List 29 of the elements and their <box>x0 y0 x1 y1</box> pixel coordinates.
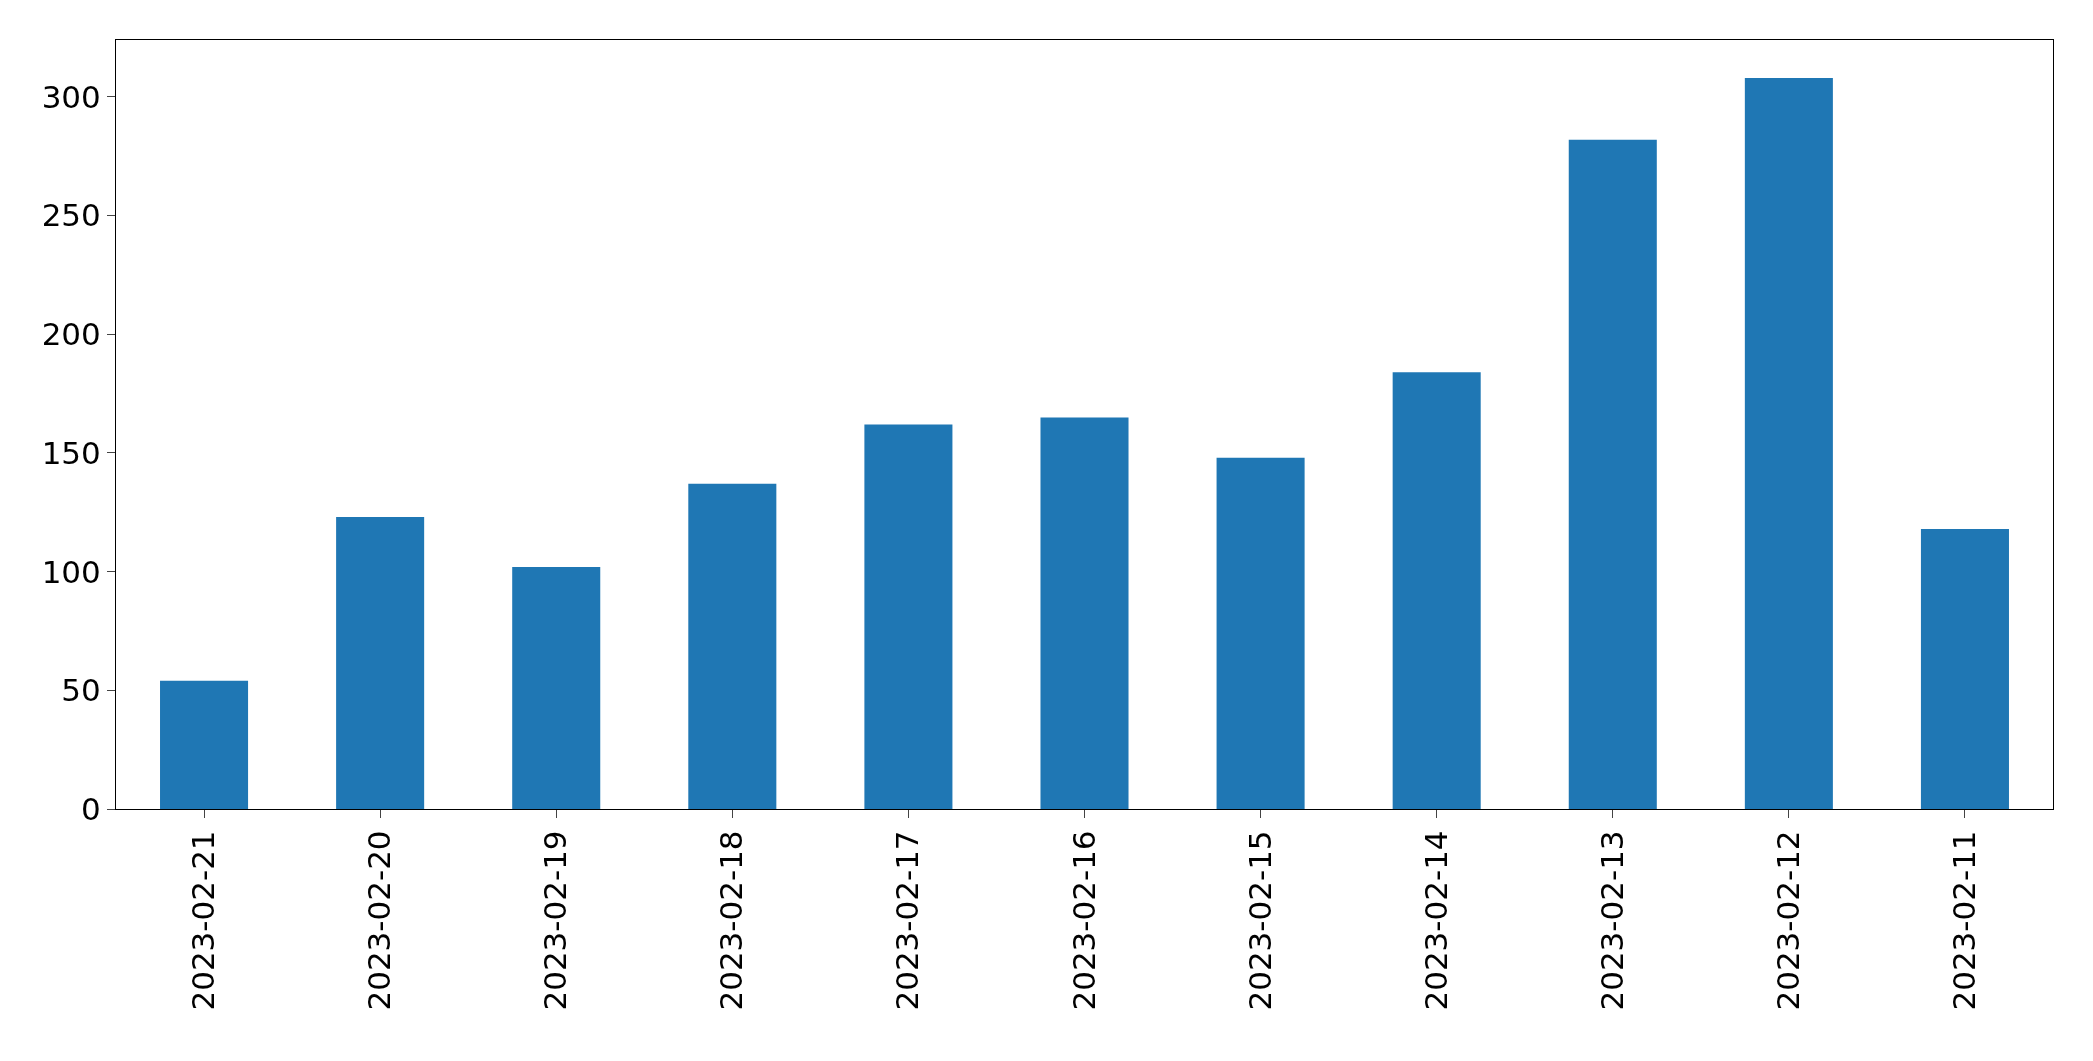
y-tick-label: 150 <box>41 434 101 471</box>
x-tick-label: 2023-02-19 <box>537 830 574 1011</box>
y-tick-label: 200 <box>41 316 101 353</box>
bar <box>1040 417 1129 809</box>
bar <box>864 424 953 809</box>
bar <box>1392 372 1481 809</box>
x-tick-label: 2023-02-15 <box>1241 830 1278 1011</box>
bar <box>336 517 425 809</box>
y-tick-label: 250 <box>41 197 101 234</box>
x-tick-label: 2023-02-12 <box>1769 830 1806 1011</box>
x-tick-label: 2023-02-17 <box>889 830 926 1011</box>
x-tick-label: 2023-02-21 <box>185 830 222 1011</box>
x-tick-label: 2023-02-18 <box>713 830 750 1011</box>
y-tick-label: 50 <box>61 672 101 709</box>
x-tick-label: 2023-02-13 <box>1593 830 1630 1011</box>
bar <box>512 566 601 809</box>
y-tick-label: 100 <box>41 553 101 590</box>
x-tick-label: 2023-02-14 <box>1417 830 1454 1011</box>
bar <box>1744 77 1833 809</box>
bar <box>1568 139 1657 809</box>
bar <box>688 483 777 809</box>
y-tick-label: 0 <box>81 790 101 827</box>
x-tick-label: 2023-02-16 <box>1065 830 1102 1011</box>
x-tick-label: 2023-02-11 <box>1946 830 1983 1011</box>
bar <box>1920 528 2009 809</box>
bar <box>160 680 249 809</box>
bar <box>1216 457 1305 809</box>
x-tick-label: 2023-02-20 <box>361 830 398 1011</box>
y-tick-label: 300 <box>41 78 101 115</box>
